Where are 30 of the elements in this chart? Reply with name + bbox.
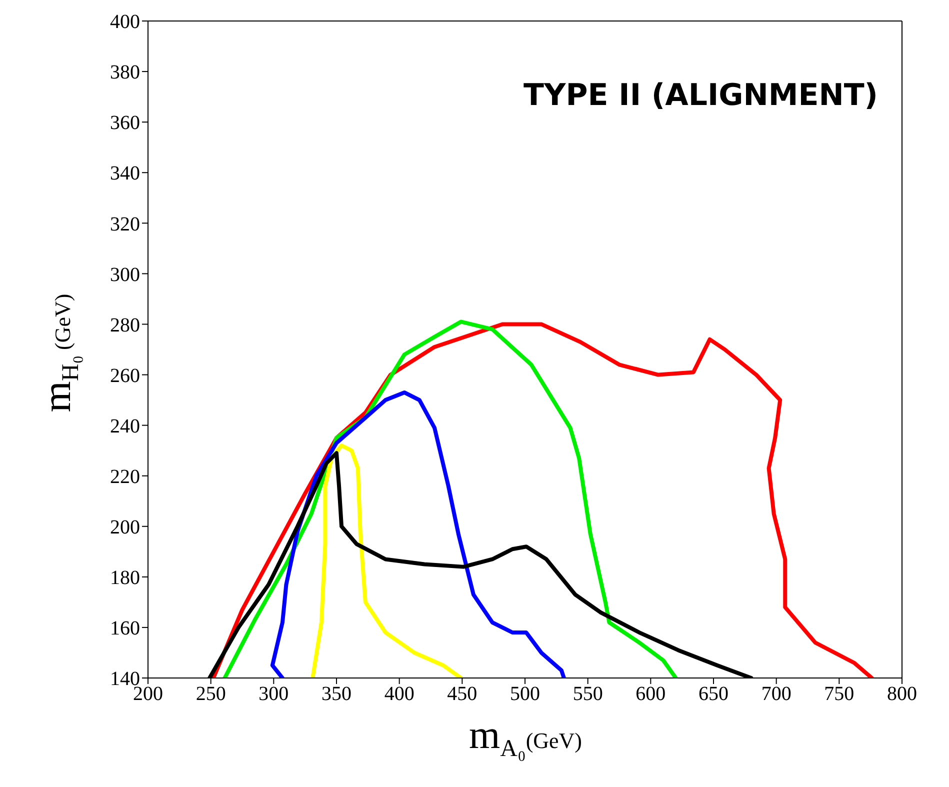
y-tick-label: 320: [110, 213, 140, 236]
x-tick-label: 700: [761, 683, 792, 706]
x-tick-label: 650: [698, 683, 728, 706]
line-series: [310, 444, 463, 678]
x-tick-label: 350: [322, 683, 352, 706]
y-tick-label: 300: [110, 264, 140, 286]
x-tick-label: 750: [824, 683, 854, 706]
annotation: TYPE II (ALIGNMENT): [524, 78, 878, 113]
y-tick-label: 400: [110, 11, 140, 34]
y-tick-label: 260: [110, 364, 140, 387]
y-tick-label: 380: [110, 62, 140, 84]
x-tick-label: 600: [636, 683, 666, 706]
y-tick-label: 360: [110, 112, 140, 134]
x-tick-label: 450: [447, 683, 478, 706]
y-tick-label: 240: [110, 415, 140, 438]
y-tick-label: 160: [110, 618, 140, 640]
x-tick-label: 300: [258, 683, 289, 706]
y-tick-label: 220: [110, 466, 140, 488]
y-tick-label: 340: [110, 162, 140, 185]
y-tick-label: 200: [110, 516, 140, 538]
x-tick-label: 500: [510, 683, 540, 706]
y-tick-label: 180: [110, 567, 140, 590]
x-tick-label: 400: [384, 683, 414, 706]
line-series: [270, 390, 566, 678]
x-tick-label: 250: [196, 683, 226, 706]
x-axis-title: m$_{A₀}$(GeV): [468, 712, 582, 762]
y-tick-label: 280: [110, 314, 140, 336]
x-tick-label: 550: [572, 683, 603, 706]
line-series: [222, 320, 678, 678]
x-tick-label: 800: [887, 683, 917, 706]
